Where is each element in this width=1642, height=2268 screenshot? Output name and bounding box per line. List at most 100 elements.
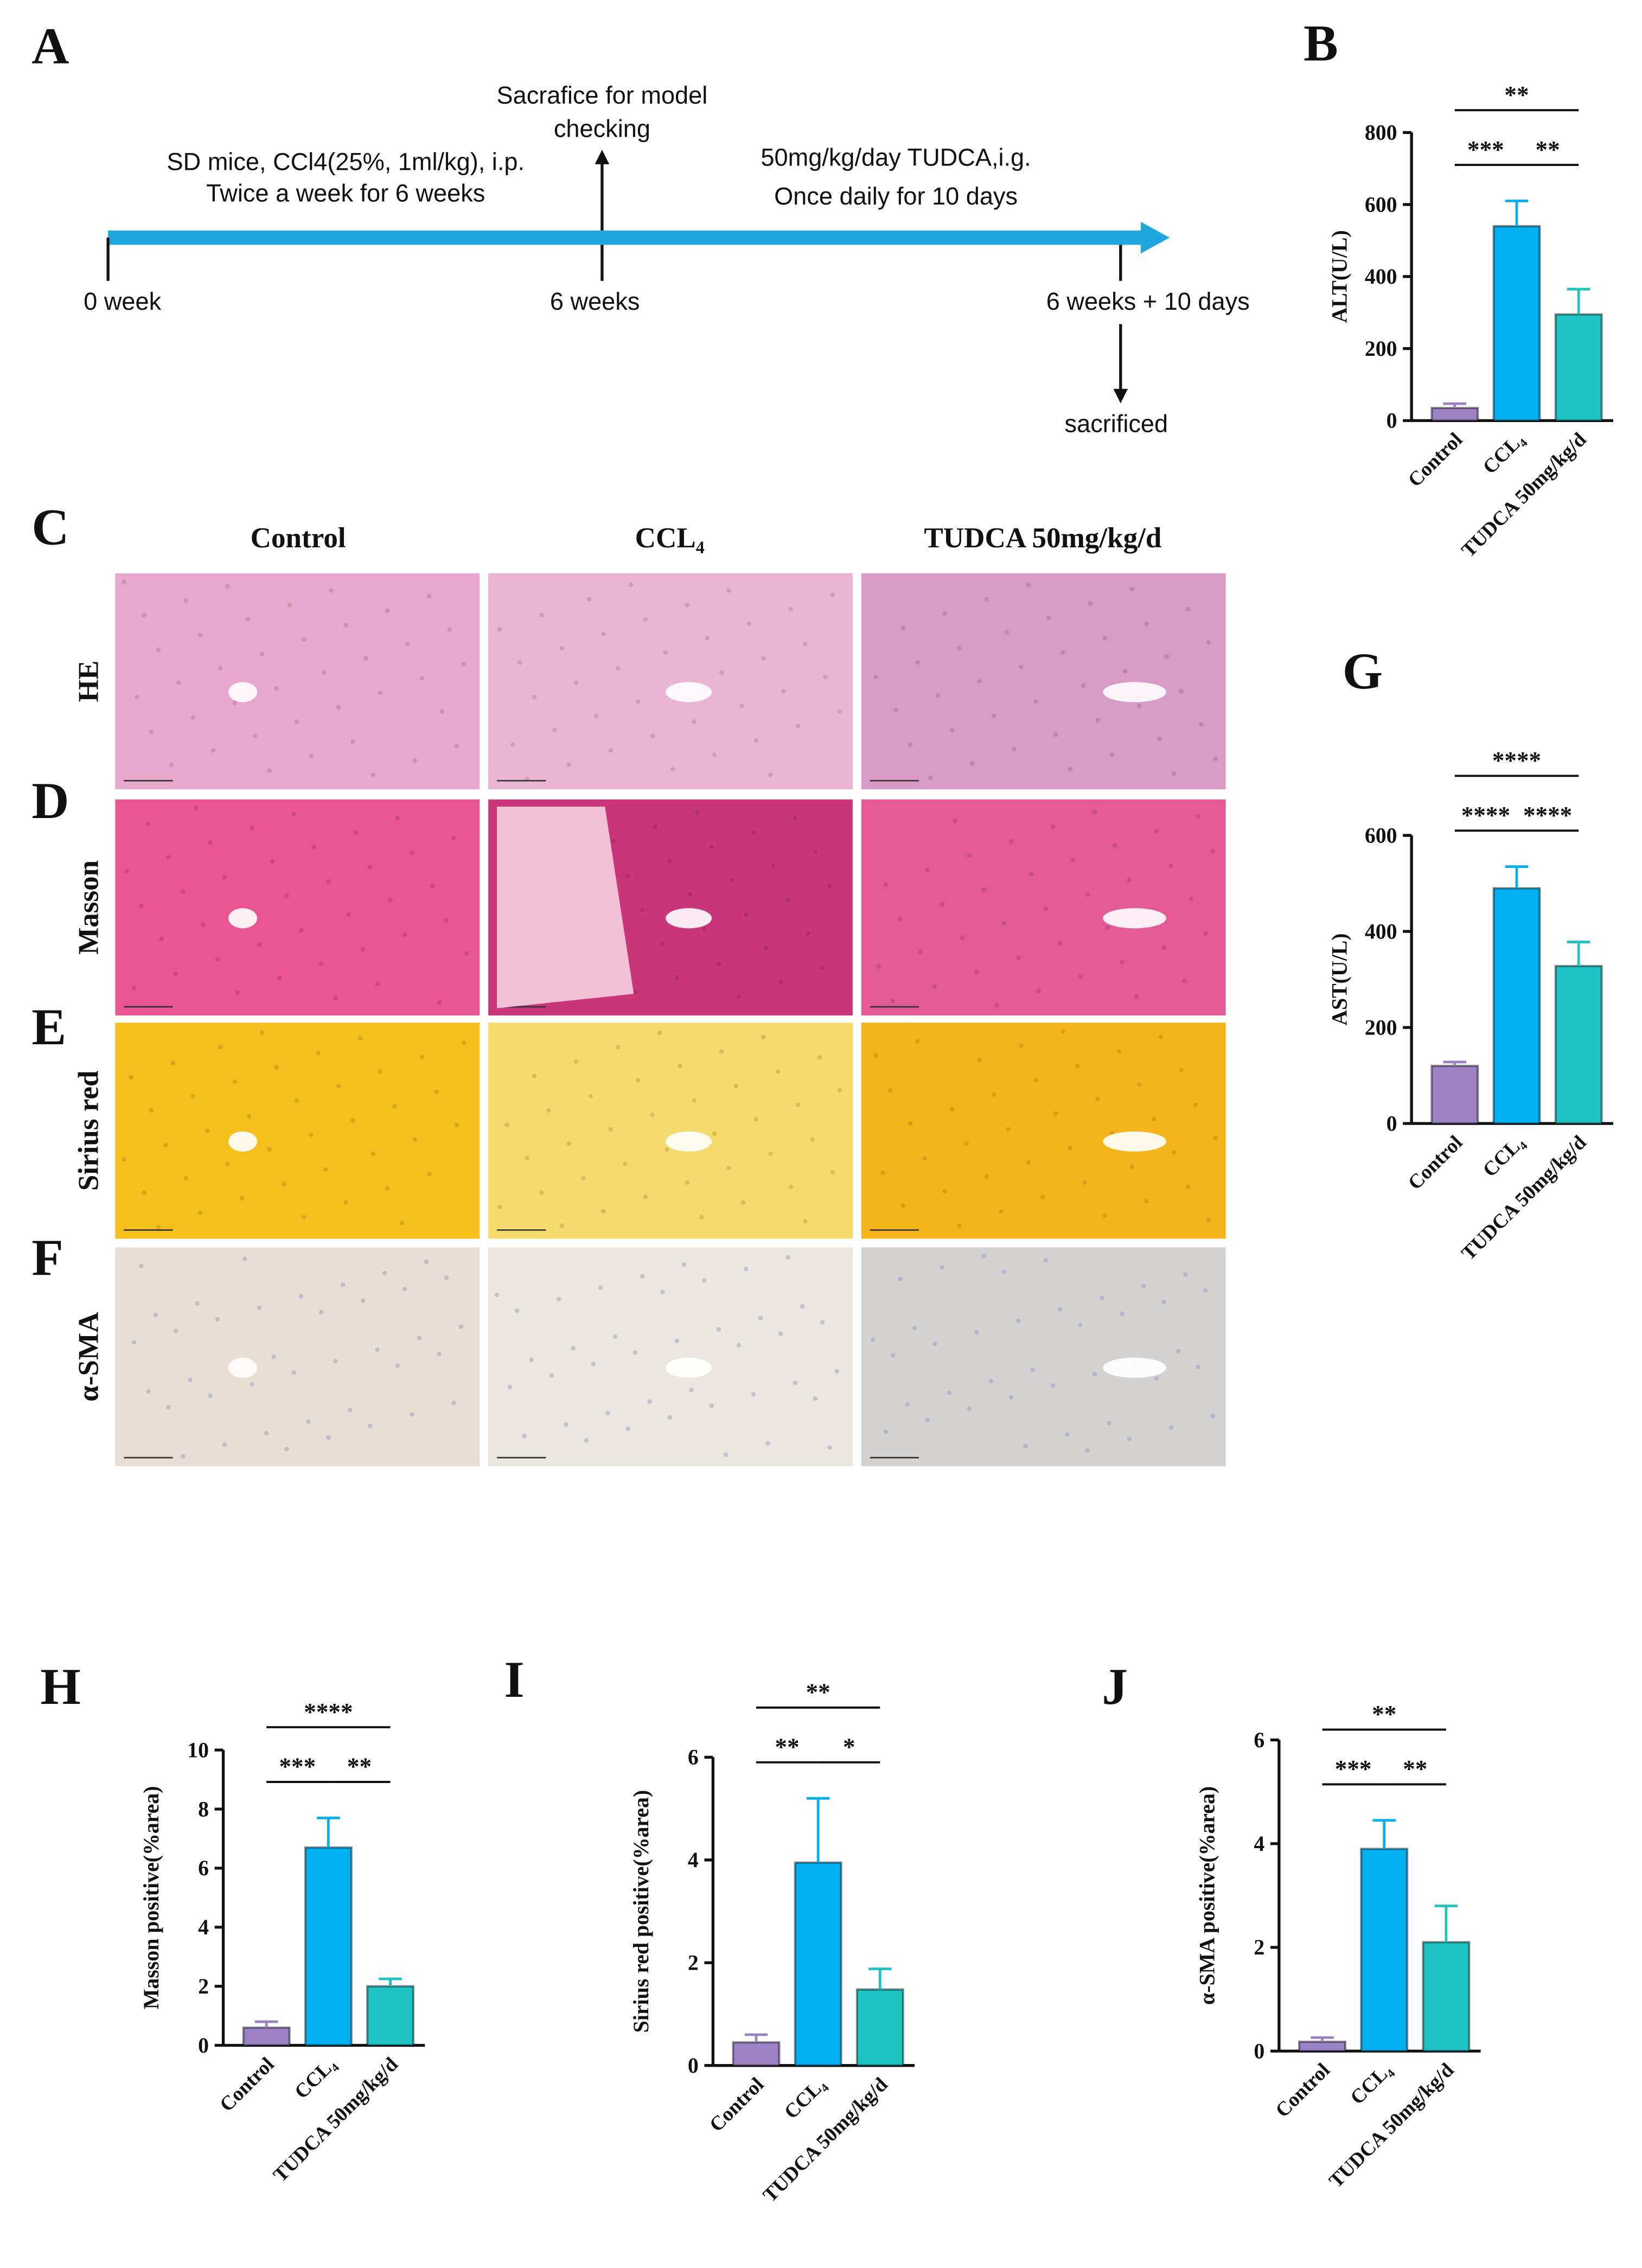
cell bbox=[1210, 849, 1215, 854]
cell bbox=[412, 1137, 417, 1142]
cell bbox=[830, 592, 835, 597]
time-label: sacrificed bbox=[1065, 410, 1168, 438]
cell bbox=[267, 768, 272, 773]
cell bbox=[311, 845, 317, 849]
micrographs bbox=[115, 573, 1226, 1467]
cell bbox=[437, 1351, 442, 1357]
error-bar bbox=[1434, 1905, 1458, 1943]
cell bbox=[1095, 718, 1100, 723]
cell bbox=[1181, 978, 1186, 983]
cell bbox=[573, 1059, 579, 1064]
cell bbox=[991, 713, 996, 718]
cell bbox=[566, 1141, 572, 1146]
cell bbox=[142, 612, 146, 618]
cell bbox=[788, 606, 793, 612]
cell bbox=[898, 916, 903, 922]
x-tick-label: Control bbox=[1272, 2059, 1334, 2122]
cell bbox=[740, 1200, 746, 1205]
timeline-text: checking bbox=[554, 114, 650, 142]
cell bbox=[208, 840, 213, 845]
cell bbox=[873, 1053, 878, 1058]
cell bbox=[1060, 650, 1065, 655]
cell bbox=[378, 1069, 383, 1074]
y-tick-label: 6 bbox=[1254, 1728, 1264, 1752]
cell bbox=[1168, 1425, 1173, 1430]
cell bbox=[898, 1276, 903, 1282]
cell bbox=[591, 1362, 596, 1366]
bar bbox=[1492, 225, 1541, 422]
cell bbox=[427, 1171, 432, 1177]
cell bbox=[417, 1336, 421, 1340]
cell bbox=[218, 1045, 223, 1050]
significance-label: **** bbox=[304, 1698, 353, 1726]
y-tick-label: 10 bbox=[187, 1738, 209, 1762]
cell bbox=[940, 1265, 944, 1270]
cell bbox=[326, 1435, 331, 1440]
cell bbox=[309, 1133, 314, 1138]
error-bar bbox=[1505, 865, 1529, 889]
cell bbox=[197, 633, 203, 638]
cell bbox=[412, 758, 417, 763]
cell bbox=[775, 1069, 781, 1074]
cell bbox=[823, 674, 828, 680]
micrograph bbox=[488, 573, 853, 790]
cell bbox=[340, 1282, 346, 1287]
cell bbox=[549, 1373, 554, 1378]
cell bbox=[1012, 746, 1017, 751]
cell bbox=[922, 1155, 927, 1161]
cell bbox=[525, 1155, 530, 1161]
cell bbox=[284, 893, 289, 898]
cell bbox=[912, 1325, 917, 1331]
cell bbox=[1168, 863, 1173, 868]
cell bbox=[1081, 683, 1086, 688]
cell bbox=[949, 1107, 955, 1111]
cell bbox=[193, 806, 199, 810]
cell bbox=[402, 1287, 407, 1292]
error-bar bbox=[1443, 402, 1467, 408]
cell bbox=[665, 1147, 669, 1152]
column-header: CCL₄ bbox=[635, 522, 705, 554]
vessel bbox=[666, 1131, 712, 1152]
cell bbox=[461, 661, 467, 667]
cell bbox=[1095, 1096, 1100, 1102]
cell bbox=[925, 1417, 930, 1423]
cell bbox=[942, 1189, 948, 1194]
cell bbox=[820, 1320, 825, 1325]
cell bbox=[601, 631, 606, 636]
significance-label: ** bbox=[775, 1734, 800, 1761]
cell bbox=[1189, 896, 1194, 902]
x-tick-label: CCL₄ bbox=[780, 2073, 830, 2123]
cell bbox=[180, 889, 186, 894]
cell bbox=[682, 1262, 687, 1267]
cell bbox=[1175, 1349, 1181, 1353]
cell bbox=[746, 621, 751, 626]
cell bbox=[257, 1305, 262, 1311]
cell bbox=[1065, 1432, 1070, 1437]
cell bbox=[529, 1357, 534, 1362]
cell bbox=[1112, 843, 1117, 848]
cell bbox=[1206, 640, 1211, 645]
micrograph bbox=[861, 1247, 1226, 1467]
time-label: 6 weeks + 10 days bbox=[1046, 288, 1250, 315]
cell bbox=[166, 1404, 171, 1410]
cell bbox=[736, 994, 742, 999]
cell bbox=[260, 1030, 265, 1036]
micrograph bbox=[488, 1247, 853, 1467]
panel-letter: A bbox=[31, 17, 69, 75]
cell bbox=[800, 1304, 805, 1309]
cell bbox=[357, 1036, 363, 1041]
cell bbox=[977, 679, 982, 684]
cell bbox=[893, 707, 898, 713]
micrograph bbox=[861, 573, 1226, 790]
cell bbox=[291, 1370, 296, 1375]
panel-letter: C bbox=[31, 499, 69, 556]
row-label: Masson bbox=[73, 860, 105, 955]
cell bbox=[1030, 1367, 1036, 1372]
cell bbox=[514, 1308, 520, 1313]
cell bbox=[887, 1088, 893, 1093]
cell bbox=[1122, 669, 1128, 674]
cell bbox=[333, 1358, 338, 1364]
cell bbox=[643, 617, 648, 622]
error-bar bbox=[1567, 941, 1590, 966]
cell bbox=[1078, 1323, 1083, 1328]
